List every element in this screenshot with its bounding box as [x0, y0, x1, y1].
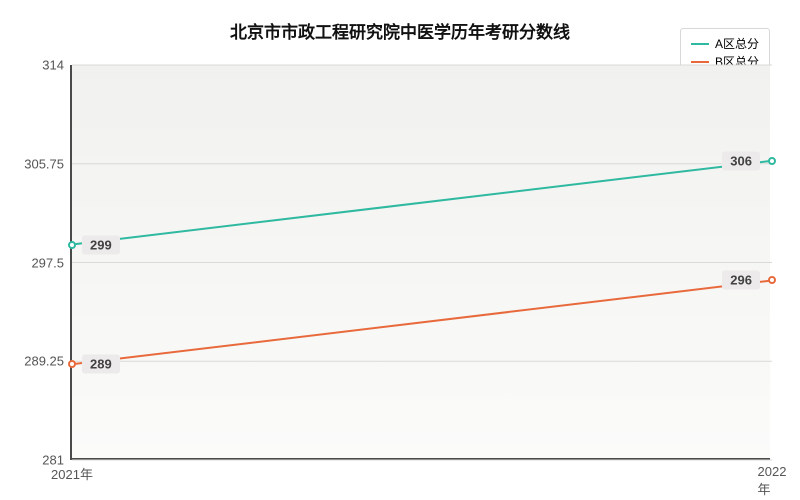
plot-area: 281289.25297.5305.753142021年2022年2993062…	[70, 65, 770, 460]
y-axis-label: 297.5	[31, 255, 72, 270]
chart-title: 北京市市政工程研究院中医学历年考研分数线	[230, 18, 570, 43]
legend-label: A区总分	[715, 35, 759, 53]
legend-swatch-b	[691, 61, 709, 63]
data-point	[68, 241, 76, 249]
line-chart: 北京市市政工程研究院中医学历年考研分数线 A区总分 B区总分 281289.25…	[0, 0, 800, 500]
value-label: 296	[722, 271, 760, 290]
plot-overlay: 281289.25297.5305.753142021年2022年2993062…	[72, 65, 770, 458]
x-axis-label: 2021年	[51, 458, 93, 483]
x-axis-label: 2022年	[758, 458, 787, 498]
y-axis-label: 305.75	[24, 156, 72, 171]
data-point	[768, 276, 776, 284]
y-axis-label: 289.25	[24, 354, 72, 369]
data-point	[68, 360, 76, 368]
y-axis-label: 314	[42, 58, 72, 73]
data-point	[768, 157, 776, 165]
value-label: 299	[82, 235, 120, 254]
value-label: 289	[82, 355, 120, 374]
legend-swatch-a	[691, 43, 709, 45]
legend-item: A区总分	[691, 35, 759, 53]
value-label: 306	[722, 151, 760, 170]
